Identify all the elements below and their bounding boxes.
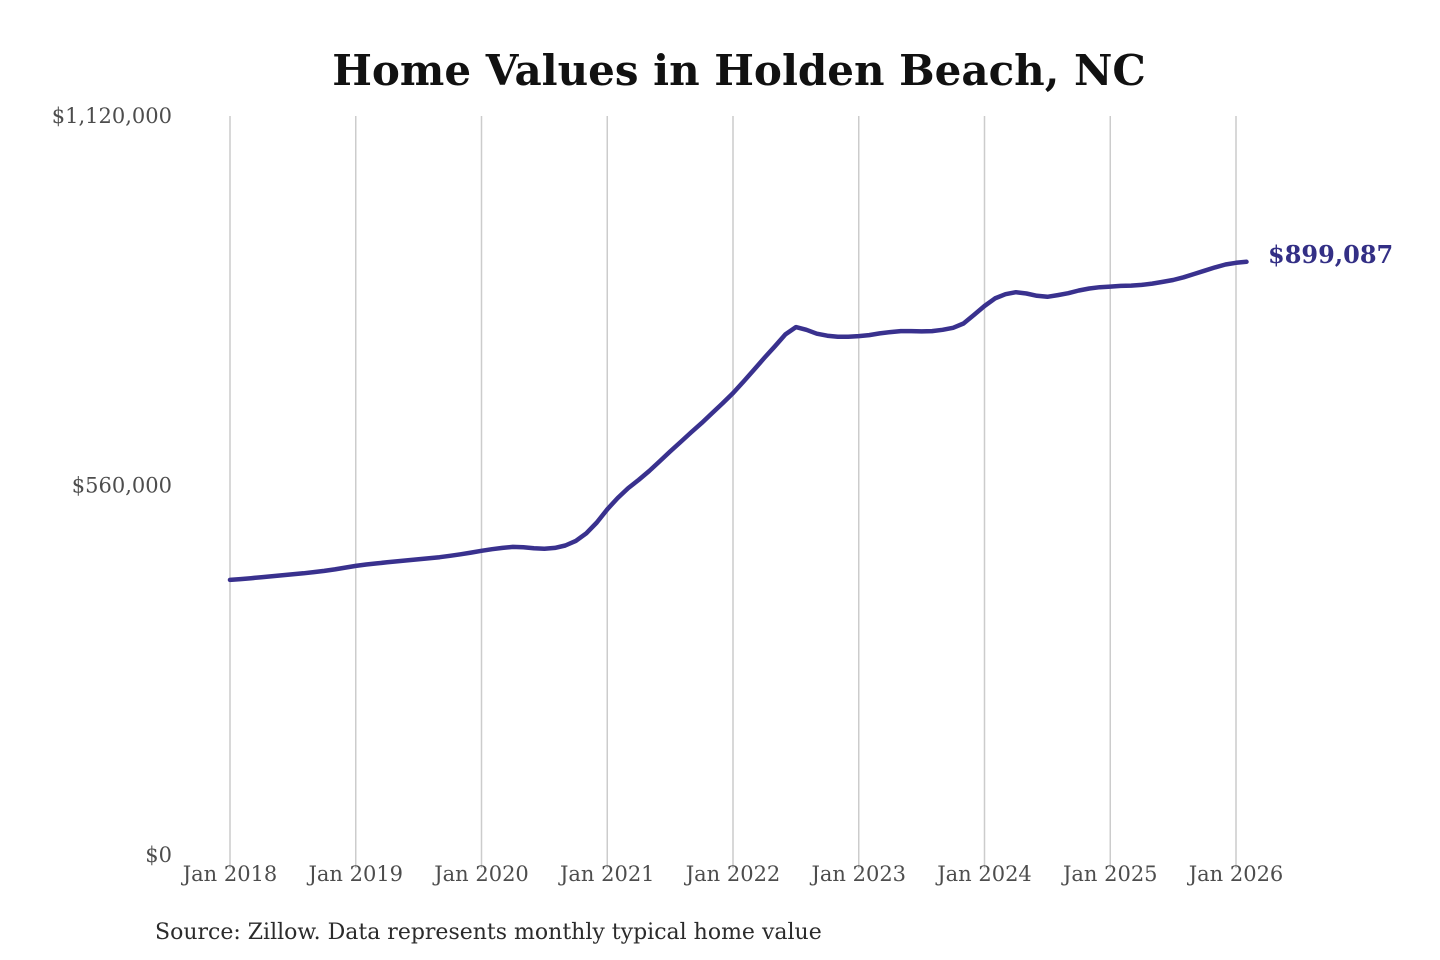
x-tick-label: Jan 2020 xyxy=(432,862,529,886)
latest-value-annotation: $899,087 xyxy=(1268,240,1393,269)
x-tick-label: Jan 2018 xyxy=(181,862,278,886)
y-axis-tick-labels: $0 $560,000 $1,120,000 xyxy=(52,104,172,867)
source-note: Source: Zillow. Data represents monthly … xyxy=(155,920,822,945)
x-tick-label: Jan 2026 xyxy=(1187,862,1284,886)
x-tick-label: Jan 2025 xyxy=(1061,862,1158,886)
chart-title: Home Values in Holden Beach, NC xyxy=(332,46,1146,95)
home-value-line xyxy=(227,259,1249,583)
y-tick-label: $1,120,000 xyxy=(52,104,172,128)
x-tick-label: Jan 2022 xyxy=(684,862,781,886)
gridline-group xyxy=(229,116,1237,868)
x-axis-tick-labels: Jan 2018 Jan 2019 Jan 2020 Jan 2021 Jan 2022… xyxy=(181,862,1284,886)
x-tick-label: Jan 2024 xyxy=(935,862,1032,886)
value-line-group xyxy=(227,259,1249,583)
x-tick-label: Jan 2023 xyxy=(809,862,906,886)
x-tick-label: Jan 2021 xyxy=(558,862,655,886)
x-tick-label: Jan 2019 xyxy=(306,862,403,886)
y-tick-label: $0 xyxy=(145,843,172,867)
y-tick-label: $560,000 xyxy=(72,474,172,498)
